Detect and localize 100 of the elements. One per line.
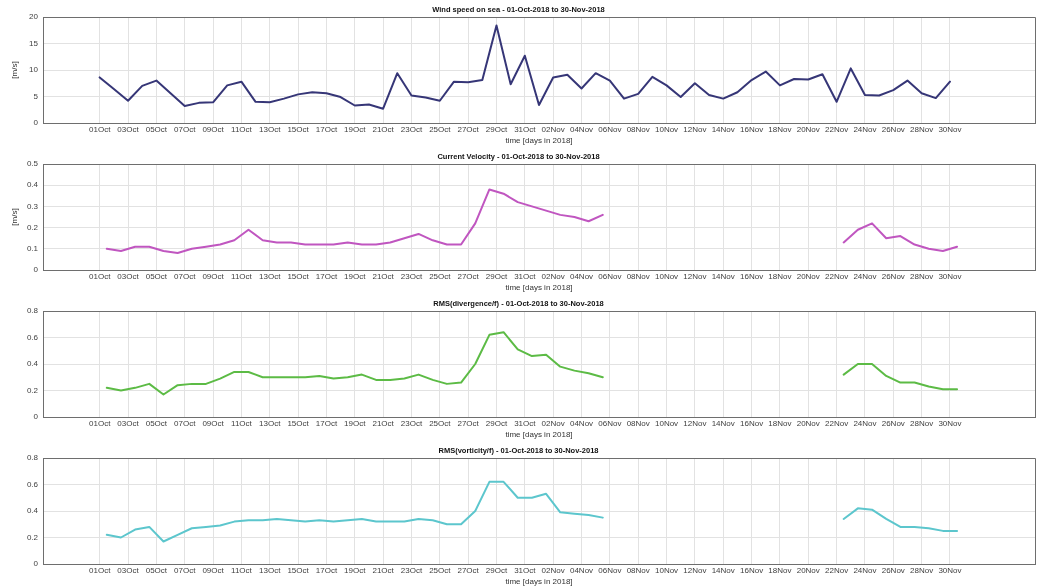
y-tick-label: 0.8 [26, 306, 39, 316]
y-tick-label: 0 [33, 412, 39, 422]
x-tick-label: 05Oct [145, 566, 168, 575]
x-tick-label: 06Nov [598, 566, 622, 575]
x-tick-label: 27Oct [457, 566, 480, 575]
x-tick-label: 18Nov [768, 125, 792, 134]
x-tick-label: 06Nov [598, 125, 622, 134]
x-axis-title: time [days in 2018] [505, 577, 573, 587]
x-tick-label: 20Nov [796, 272, 820, 281]
y-tick-label: 0.8 [26, 453, 39, 463]
x-tick-label: 08Nov [626, 272, 650, 281]
y-axis-title: [m/s] [10, 208, 19, 226]
y-tick-label: 0.4 [26, 506, 39, 516]
x-tick-label: 15Oct [287, 125, 310, 134]
x-tick-label: 09Oct [202, 272, 225, 281]
x-tick-label: 13Oct [259, 272, 282, 281]
x-tick-label: 30Nov [938, 125, 962, 134]
x-tick-label: 30Nov [938, 566, 962, 575]
x-tick-label: 29Oct [485, 125, 508, 134]
x-axis-title: time [days in 2018] [505, 430, 573, 440]
x-tick-label: 07Oct [174, 125, 197, 134]
x-tick-label: 26Nov [881, 566, 905, 575]
y-tick-label: 0.6 [26, 479, 39, 489]
x-tick-label: 15Oct [287, 272, 310, 281]
x-tick-label: 03Oct [117, 566, 140, 575]
x-tick-label: 06Nov [598, 419, 622, 428]
y-tick-label: 5 [33, 91, 39, 101]
x-tick-label: 06Nov [598, 272, 622, 281]
x-tick-label: 30Nov [938, 419, 962, 428]
x-tick-label: 25Oct [429, 419, 452, 428]
x-tick-label: 21Oct [372, 566, 395, 575]
x-tick-label: 11Oct [231, 272, 253, 281]
x-tick-label: 13Oct [259, 566, 282, 575]
x-tick-label: 11Oct [231, 419, 253, 428]
x-tick-label: 25Oct [429, 272, 452, 281]
x-tick-label: 16Nov [740, 419, 764, 428]
x-tick-label: 15Oct [287, 419, 310, 428]
x-tick-label: 01Oct [89, 272, 112, 281]
x-tick-label: 07Oct [174, 419, 197, 428]
x-tick-label: 24Nov [853, 419, 877, 428]
x-tick-label: 02Nov [541, 566, 565, 575]
x-tick-label: 17Oct [315, 419, 338, 428]
x-tick-label: 15Oct [287, 566, 310, 575]
x-tick-label: 28Nov [910, 272, 934, 281]
x-tick-label: 04Nov [569, 566, 594, 575]
x-tick-label: 16Nov [740, 272, 764, 281]
y-tick-label: 0.4 [26, 180, 39, 190]
x-tick-label: 03Oct [117, 419, 140, 428]
x-tick-label: 31Oct [514, 272, 537, 281]
x-tick-label: 04Nov [569, 419, 594, 428]
x-tick-label: 29Oct [485, 272, 508, 281]
x-tick-label: 09Oct [202, 566, 225, 575]
x-tick-label: 17Oct [315, 566, 338, 575]
y-tick-label: 0.4 [26, 359, 39, 369]
x-tick-label: 11Oct [231, 566, 253, 575]
y-tick-label: 0.1 [26, 244, 39, 253]
x-tick-label: 13Oct [259, 419, 282, 428]
x-tick-label: 14Nov [711, 125, 735, 134]
x-tick-label: 23Oct [400, 566, 423, 575]
y-tick-label: 0 [33, 559, 39, 569]
y-axis-title: [m/s] [10, 61, 19, 79]
x-tick-label: 27Oct [457, 419, 480, 428]
x-tick-label: 14Nov [711, 419, 735, 428]
x-tick-label: 01Oct [89, 125, 112, 134]
x-tick-label: 12Nov [683, 419, 707, 428]
x-tick-label: 01Oct [89, 566, 112, 575]
x-tick-label: 22Nov [825, 272, 849, 281]
x-tick-label: 05Oct [145, 125, 168, 134]
x-tick-label: 19Oct [344, 272, 367, 281]
x-tick-label: 27Oct [457, 125, 480, 134]
y-tick-label: 0 [33, 118, 39, 128]
x-tick-label: 19Oct [344, 419, 367, 428]
y-tick-label: 0 [33, 265, 39, 275]
x-tick-label: 05Oct [145, 272, 168, 281]
y-tick-label: 15 [29, 38, 39, 48]
x-tick-label: 18Nov [768, 419, 792, 428]
x-tick-label: 28Nov [910, 566, 934, 575]
x-tick-label: 26Nov [881, 419, 905, 428]
x-tick-label: 08Nov [626, 419, 650, 428]
y-tick-label: 20 [29, 12, 39, 22]
x-tick-label: 24Nov [853, 272, 877, 281]
x-tick-label: 23Oct [400, 419, 423, 428]
x-axis-title: time [days in 2018] [505, 136, 573, 146]
x-tick-label: 09Oct [202, 419, 225, 428]
y-tick-label: 0.2 [26, 385, 39, 395]
x-tick-label: 29Oct [485, 419, 508, 428]
x-tick-label: 17Oct [315, 272, 338, 281]
x-tick-label: 20Nov [796, 566, 820, 575]
x-tick-label: 17Oct [315, 125, 338, 134]
x-tick-label: 04Nov [569, 272, 594, 281]
x-tick-label: 24Nov [853, 566, 877, 575]
x-tick-label: 07Oct [174, 272, 197, 281]
x-tick-label: 03Oct [117, 125, 140, 134]
x-tick-label: 24Nov [853, 125, 877, 134]
x-tick-label: 29Oct [485, 566, 508, 575]
x-tick-label: 28Nov [910, 125, 934, 134]
y-tick-label: 10 [29, 65, 39, 75]
x-tick-label: 10Nov [654, 566, 679, 575]
x-tick-label: 25Oct [429, 566, 452, 575]
y-tick-label: 0.2 [26, 222, 39, 232]
